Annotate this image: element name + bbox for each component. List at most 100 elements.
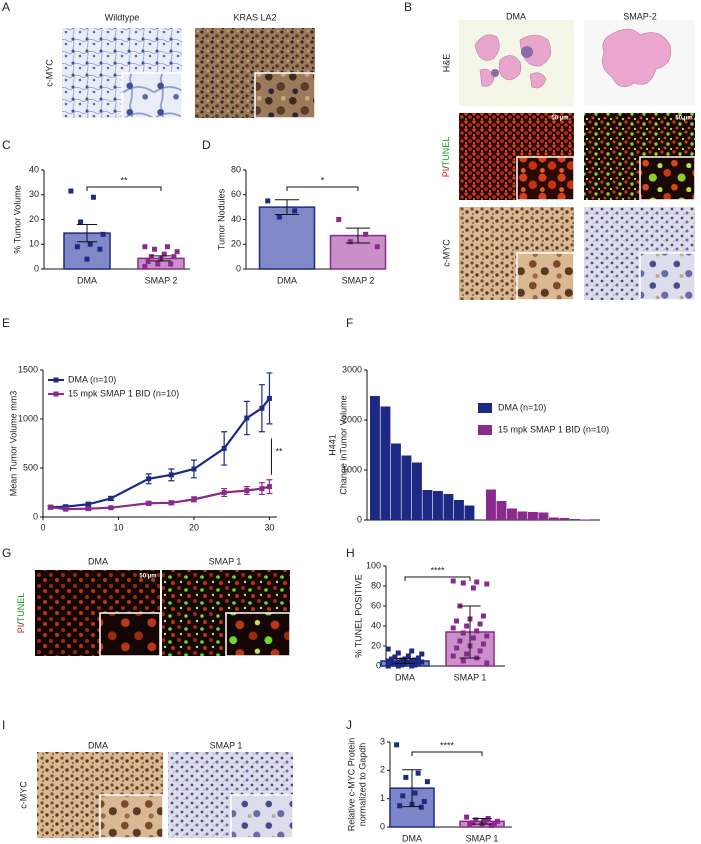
significance-label: **** (440, 740, 455, 750)
stain-tunel: TUNEL (441, 137, 451, 167)
y-axis-label: % Tumor Volume (12, 185, 22, 254)
bar (549, 517, 559, 520)
y-tick-label: 80 (371, 580, 381, 590)
row-label: PI/TUNEL (441, 137, 451, 178)
data-point (467, 821, 473, 827)
micrograph-inset (121, 72, 183, 119)
data-point (244, 488, 250, 494)
data-point (164, 244, 170, 250)
data-point (347, 239, 353, 245)
bar (517, 511, 528, 520)
bar (464, 505, 475, 520)
he-image (459, 20, 695, 106)
data-point (161, 251, 167, 257)
data-point (171, 254, 177, 260)
legend-label: DMA (n=10) (68, 374, 116, 384)
micrograph-inset (639, 252, 696, 301)
error-bar (274, 199, 300, 216)
error-bar (345, 227, 371, 244)
data-point (395, 663, 401, 669)
data-point (168, 472, 174, 478)
data-point (394, 742, 400, 748)
y-axis-label: Tumor Nodules (216, 188, 226, 250)
y-tick-label: 500 (23, 462, 38, 472)
y-tick-label: 0 (34, 263, 39, 273)
scale-bar-label: 50 µm (551, 116, 568, 122)
error-bar (459, 605, 481, 659)
significance-bracket (404, 576, 471, 581)
bar (454, 500, 464, 520)
data-point (405, 659, 411, 665)
data-point (403, 774, 409, 780)
panel-letter: F (346, 316, 353, 330)
data-point (415, 655, 421, 661)
bar (370, 396, 380, 520)
bar (401, 455, 412, 520)
data-point (484, 633, 490, 639)
significance-label: **** (430, 565, 445, 575)
data-point (464, 651, 470, 657)
data-point (460, 630, 466, 636)
data-point (97, 246, 103, 252)
scale-bar-label: 50 µm (675, 116, 692, 122)
micrograph-inset (99, 794, 164, 839)
x-tick-label: SMAP 1 (454, 672, 487, 682)
data-point (480, 613, 486, 619)
y-tick-label: 10 (29, 239, 39, 249)
data-point (87, 241, 93, 247)
data-point (63, 506, 69, 512)
data-point (142, 264, 148, 270)
data-point (74, 244, 80, 250)
data-point (399, 657, 405, 663)
data-point (292, 208, 298, 214)
data-point (412, 657, 418, 663)
y-tick-label: 0 (380, 821, 385, 831)
data-point (470, 820, 476, 826)
y-tick-label: 0 (376, 660, 381, 670)
data-point (470, 585, 476, 591)
bar (559, 518, 570, 520)
data-point (405, 653, 411, 659)
data-point (146, 476, 152, 482)
panel-letter: E (2, 316, 10, 330)
legend-marker (53, 391, 59, 397)
tissue (601, 28, 671, 88)
data-point (488, 823, 494, 829)
panel-letter: H (346, 546, 355, 560)
scale-bar-label: 50 µm (139, 574, 156, 580)
data-point (385, 663, 391, 669)
data-point (418, 804, 424, 810)
micrograph-inset (99, 612, 161, 657)
data-point (389, 661, 395, 667)
y-tick-label: 30 (29, 189, 39, 199)
y-tick-label: 40 (29, 164, 39, 174)
legend-swatch (478, 403, 492, 413)
data-point (484, 660, 490, 666)
row-label: c-MYC (18, 781, 28, 809)
bar (391, 443, 401, 520)
data-point (276, 214, 282, 220)
data-point (84, 256, 90, 262)
bar (422, 490, 433, 520)
panel-letter: A (2, 0, 10, 14)
data-point (266, 395, 272, 401)
data-point (259, 405, 265, 411)
data-point (221, 445, 227, 451)
data-point (424, 779, 430, 785)
row-label: PI/TUNEL (16, 593, 26, 634)
bar (258, 206, 316, 270)
data-point (409, 663, 415, 669)
y-tick-label: 1500 (18, 364, 38, 374)
data-point (395, 650, 401, 656)
column-label: SMAP-2 (623, 11, 657, 21)
data-point (397, 803, 403, 809)
data-point (415, 660, 421, 666)
y-tick-label: 2 (380, 765, 385, 775)
data-point (385, 646, 391, 652)
data-point (419, 659, 425, 665)
data-point (484, 581, 490, 587)
data-point (152, 246, 158, 252)
data-point (450, 653, 456, 659)
data-point (454, 645, 460, 651)
data-point (168, 261, 174, 267)
